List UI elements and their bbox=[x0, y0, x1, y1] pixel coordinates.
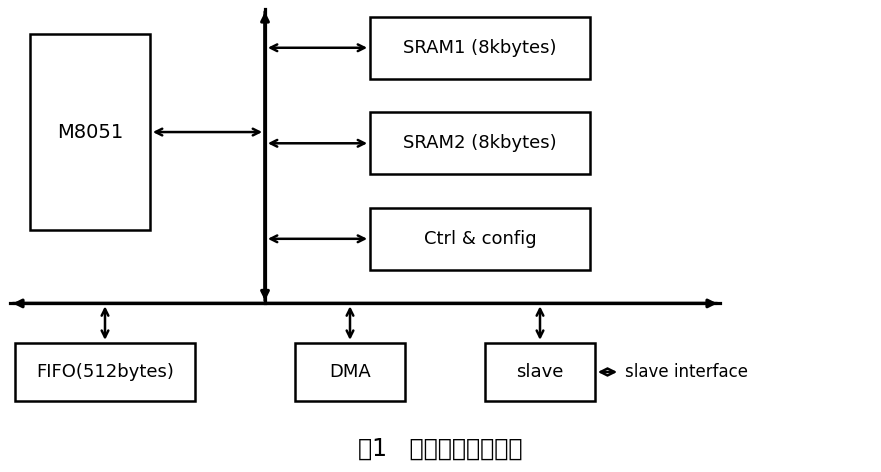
Bar bbox=[30, 34, 150, 230]
Text: slave interface: slave interface bbox=[625, 363, 748, 381]
Bar bbox=[370, 17, 590, 79]
Bar bbox=[295, 343, 405, 401]
Text: 图1   硬件开发平台框图: 图1 硬件开发平台框图 bbox=[359, 437, 522, 461]
Bar bbox=[485, 343, 595, 401]
Bar bbox=[15, 343, 195, 401]
Text: FIFO(512bytes): FIFO(512bytes) bbox=[36, 363, 174, 381]
Text: Ctrl & config: Ctrl & config bbox=[424, 230, 537, 248]
Bar bbox=[370, 208, 590, 270]
Text: M8051: M8051 bbox=[57, 123, 123, 142]
Text: slave: slave bbox=[516, 363, 564, 381]
Text: DMA: DMA bbox=[329, 363, 371, 381]
Bar bbox=[370, 112, 590, 174]
Text: SRAM2 (8kbytes): SRAM2 (8kbytes) bbox=[403, 135, 557, 152]
Text: SRAM1 (8kbytes): SRAM1 (8kbytes) bbox=[403, 39, 557, 57]
